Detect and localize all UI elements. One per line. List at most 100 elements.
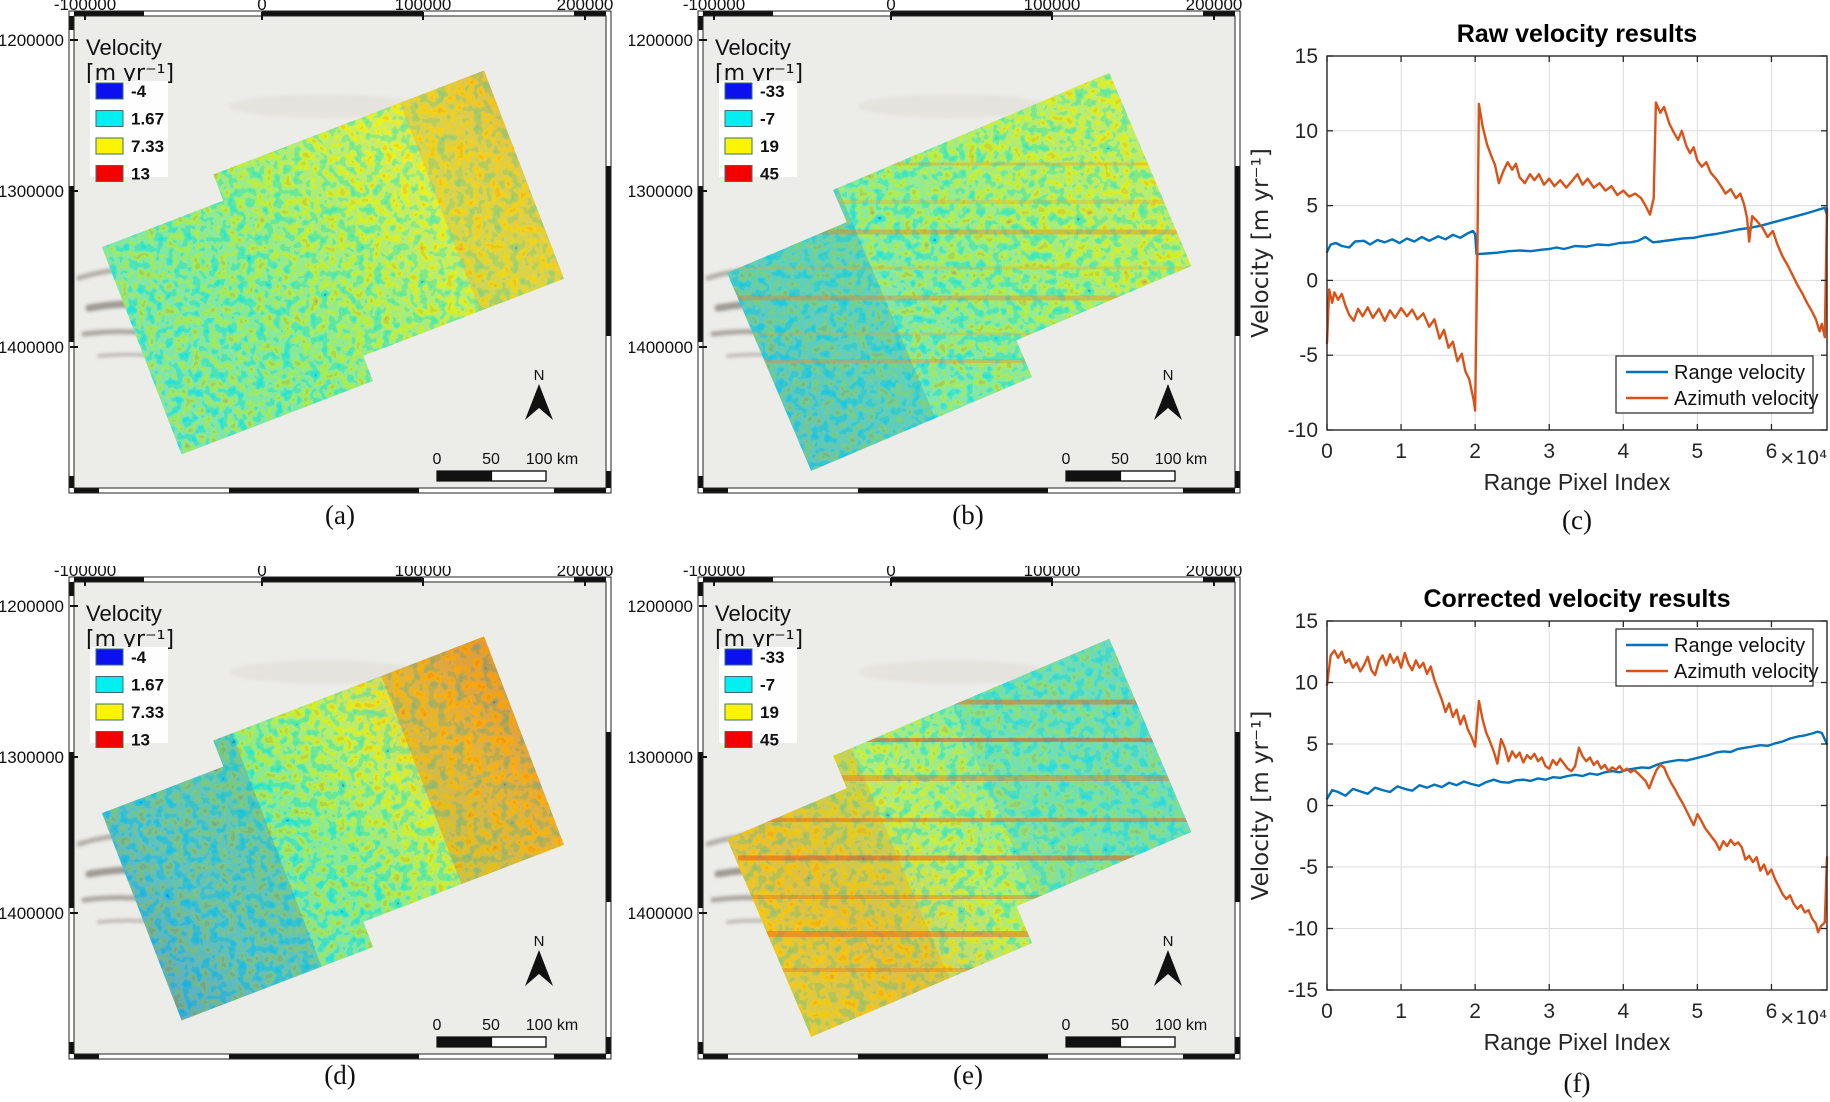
x-tick-label: 2 <box>1469 1000 1481 1023</box>
x-tick-label: 0 <box>1321 1000 1333 1023</box>
map-x-tick-label: 200000 <box>1186 566 1243 580</box>
map-y-tick-label: -1300000 <box>0 182 64 201</box>
panel-label-b: (b) <box>952 500 984 530</box>
scale-bar: 0 50 100 km <box>433 451 578 482</box>
map-x-tick-label: 200000 <box>1186 0 1243 14</box>
x-tick-label: 5 <box>1692 1000 1704 1023</box>
map-legend-value: 1.67 <box>131 110 164 129</box>
map-legend-value: 19 <box>760 137 779 156</box>
map-legend-value: -33 <box>760 648 785 667</box>
panel-label-a: (a) <box>325 500 355 530</box>
x-axis-label: Range Pixel Index <box>1484 1029 1671 1055</box>
chart-legend: Range velocity Azimuth velocity <box>1615 628 1819 687</box>
map-panel-e: -100000 0 100000 200000 -1200000 -1300000 -140… <box>621 561 1244 1102</box>
map-y-tick-label: -1300000 <box>0 748 64 767</box>
x-tick-label: 4 <box>1617 440 1629 463</box>
map-frame: -100000 0 100000 200000 -1200000 -1300000 -140… <box>621 0 1243 494</box>
map-x-tick-label: 0 <box>257 566 266 580</box>
x-tick-label: 1 <box>1395 1000 1407 1023</box>
x-tick-label: 6 <box>1766 1000 1778 1023</box>
map-x-tick-label: -100000 <box>683 0 745 14</box>
svg-text:50: 50 <box>1111 1017 1129 1034</box>
x-axis-multiplier: ×10⁴ <box>1779 447 1827 469</box>
svg-text:N: N <box>1163 367 1174 384</box>
legend-entry-label: Range velocity <box>1674 362 1805 384</box>
map-legend-value: -33 <box>760 82 785 101</box>
map-frame: -100000 0 100000 200000 -1200000 -1300000 -140… <box>621 561 1243 1060</box>
map-y-tick-label: -1200000 <box>629 31 693 50</box>
y-tick-label: -10 <box>1288 419 1318 442</box>
map-y-tick-label: -1200000 <box>0 597 64 616</box>
map-x-tick-label: 0 <box>886 566 895 580</box>
north-arrow: N <box>525 367 553 420</box>
map-legend-value: -4 <box>131 82 147 101</box>
svg-text:50: 50 <box>1111 451 1129 468</box>
svg-text:0: 0 <box>433 1017 442 1034</box>
y-tick-label: 10 <box>1295 120 1318 143</box>
svg-text:50: 50 <box>482 1017 500 1034</box>
north-arrow: N <box>1154 367 1182 420</box>
map-x-tick-label: 200000 <box>557 566 614 580</box>
line-chart-corrected: 0 1 2 3 4 5 6 -15 -10 -5 0 5 10 15 Corrected velocity… <box>1234 567 1830 1102</box>
y-tick-label: -5 <box>1299 856 1318 879</box>
y-tick-label: 0 <box>1306 269 1318 292</box>
map-legend-value: -7 <box>760 110 775 129</box>
x-tick-label: 4 <box>1617 1000 1629 1023</box>
panel-label-f: (f) <box>1563 1068 1591 1098</box>
series-azimuth-velocity <box>1325 101 1829 412</box>
svg-text:N: N <box>534 367 545 384</box>
map-x-tick-label: -100000 <box>683 566 745 580</box>
map-y-tick-label: -1300000 <box>629 748 693 767</box>
svg-text:100 km: 100 km <box>526 451 578 468</box>
svg-text:0: 0 <box>1062 451 1071 468</box>
map-legend-title: Velocity <box>86 35 162 60</box>
map-legend-value: 13 <box>131 165 150 184</box>
map-y-tick-label: -1200000 <box>629 597 693 616</box>
x-axis-multiplier: ×10⁴ <box>1779 1007 1827 1029</box>
panel-label-e: (e) <box>953 1060 983 1090</box>
svg-text:0: 0 <box>1062 1017 1071 1034</box>
panel-label-c: (c) <box>1562 505 1592 535</box>
y-tick-label: -5 <box>1299 344 1318 367</box>
x-tick-label: 3 <box>1543 1000 1555 1023</box>
x-tick-label: 0 <box>1321 440 1333 463</box>
x-tick-label: 2 <box>1469 440 1481 463</box>
map-x-tick-label: 0 <box>257 0 266 14</box>
map-x-tick-label: -100000 <box>54 566 116 580</box>
scale-bar: 0 50 100 km <box>1062 1017 1207 1048</box>
y-tick-label: 15 <box>1295 45 1318 68</box>
map-x-tick-label: -100000 <box>54 0 116 14</box>
series-range-velocity <box>1325 730 1829 800</box>
map-y-tick-label: -1200000 <box>0 31 64 50</box>
map-y-tick-label: -1400000 <box>0 338 64 357</box>
legend-entry-label: Azimuth velocity <box>1674 661 1819 683</box>
x-tick-label: 1 <box>1395 440 1407 463</box>
map-x-tick-label: 100000 <box>395 566 452 580</box>
y-tick-label: 5 <box>1306 733 1318 756</box>
svg-text:100 km: 100 km <box>1155 451 1207 468</box>
map-legend-value: 7.33 <box>131 137 164 156</box>
x-tick-label: 5 <box>1692 440 1704 463</box>
map-legend-title: Velocity <box>715 601 791 626</box>
map-legend-value: 19 <box>760 703 779 722</box>
map-legend-value: 45 <box>760 731 779 750</box>
y-tick-label: -10 <box>1288 918 1318 941</box>
svg-text:N: N <box>534 933 545 950</box>
map-legend-value: 45 <box>760 165 779 184</box>
plot-area <box>1325 620 1829 991</box>
svg-text:100 km: 100 km <box>526 1017 578 1034</box>
x-tick-label: 6 <box>1766 440 1778 463</box>
panel-label-d: (d) <box>324 1060 356 1090</box>
svg-text:50: 50 <box>482 451 500 468</box>
chart-title: Corrected velocity results <box>1423 585 1730 613</box>
y-axis-label: Velocity [m yr⁻¹] <box>1248 148 1274 338</box>
y-axis-label: Velocity [m yr⁻¹] <box>1248 711 1274 901</box>
map-frame: -100000 0 100000 200000 -1200000 -1300000 -140… <box>0 0 614 494</box>
map-legend-value: -7 <box>760 676 775 695</box>
map-x-tick-label: 200000 <box>557 0 614 14</box>
map-x-tick-label: 100000 <box>1024 566 1081 580</box>
map-x-tick-label: 100000 <box>395 0 452 14</box>
chart-legend: Range velocity Azimuth velocity <box>1615 355 1819 414</box>
